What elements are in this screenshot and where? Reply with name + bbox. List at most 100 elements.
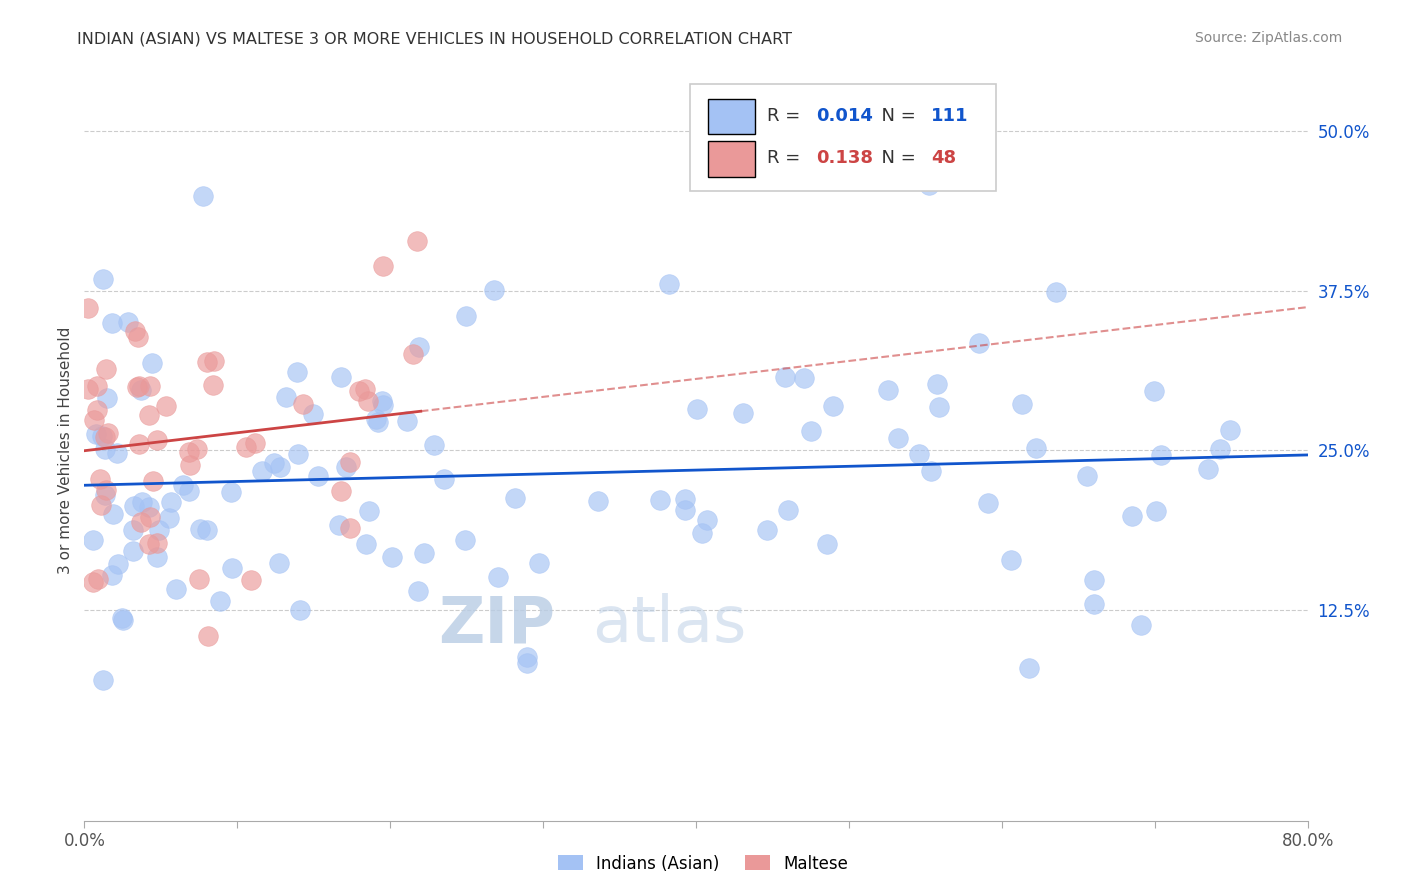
Point — [87, 572, 110, 586]
Point — [690, 526, 713, 541]
Point — [408, 340, 430, 354]
Point — [146, 434, 169, 448]
Point — [969, 335, 991, 350]
Point — [146, 535, 169, 549]
Point — [127, 330, 149, 344]
Point — [586, 493, 609, 508]
Point — [139, 379, 162, 393]
Point — [1121, 509, 1143, 524]
Text: R =: R = — [766, 149, 806, 167]
Text: 111: 111 — [931, 107, 969, 125]
Point — [371, 394, 394, 409]
Point — [1018, 661, 1040, 675]
Point — [1143, 384, 1166, 398]
Point — [177, 484, 200, 499]
Point — [503, 491, 526, 506]
Point — [122, 544, 145, 558]
Point — [408, 584, 430, 599]
Point — [1011, 397, 1033, 411]
Point — [172, 478, 194, 492]
Point — [328, 518, 350, 533]
Point — [82, 533, 104, 548]
Point — [83, 412, 105, 426]
Point — [887, 431, 910, 445]
Point — [111, 611, 134, 625]
Point — [367, 415, 389, 429]
Point — [93, 488, 115, 502]
Point — [773, 369, 796, 384]
Point — [292, 397, 315, 411]
Point — [1000, 553, 1022, 567]
Point — [373, 398, 395, 412]
Point — [197, 629, 219, 643]
Point — [1083, 573, 1105, 587]
Point — [925, 376, 948, 391]
Point — [366, 412, 388, 426]
Text: Source: ZipAtlas.com: Source: ZipAtlas.com — [1195, 31, 1343, 45]
Point — [77, 301, 100, 315]
Point — [329, 369, 352, 384]
Y-axis label: 3 or more Vehicles in Household: 3 or more Vehicles in Household — [58, 326, 73, 574]
Point — [1083, 598, 1105, 612]
Point — [267, 556, 290, 570]
Point — [1045, 285, 1067, 299]
Point — [96, 483, 118, 497]
Point — [876, 384, 898, 398]
Point — [122, 523, 145, 537]
Point — [131, 495, 153, 509]
Point — [815, 537, 838, 551]
Point — [90, 429, 112, 443]
Point — [285, 365, 308, 379]
Point — [918, 178, 941, 192]
Point — [179, 458, 201, 472]
Point — [1197, 461, 1219, 475]
Text: INDIAN (ASIAN) VS MALTESE 3 OR MORE VEHICLES IN HOUSEHOLD CORRELATION CHART: INDIAN (ASIAN) VS MALTESE 3 OR MORE VEHI… — [77, 31, 793, 46]
Point — [90, 498, 112, 512]
Point — [800, 424, 823, 438]
Point — [821, 400, 844, 414]
Point — [793, 371, 815, 385]
Point — [160, 494, 183, 508]
Point — [696, 513, 718, 527]
Text: R =: R = — [766, 107, 806, 125]
Text: N =: N = — [870, 149, 921, 167]
Point — [354, 537, 377, 551]
Point — [235, 440, 257, 454]
Point — [89, 472, 111, 486]
Point — [91, 272, 114, 286]
Point — [339, 521, 361, 535]
Point — [433, 472, 456, 486]
Point — [347, 384, 370, 398]
Point — [139, 509, 162, 524]
Point — [84, 426, 107, 441]
Point — [195, 355, 218, 369]
Point — [141, 356, 163, 370]
Point — [1150, 448, 1173, 462]
Point — [527, 557, 550, 571]
Point — [94, 362, 117, 376]
Point — [673, 503, 696, 517]
FancyBboxPatch shape — [709, 141, 755, 177]
Point — [650, 493, 672, 508]
Point — [482, 283, 505, 297]
Point — [101, 508, 124, 522]
Point — [658, 277, 681, 291]
Point — [117, 315, 139, 329]
Text: ZIP: ZIP — [439, 593, 555, 656]
Point — [94, 430, 117, 444]
Point — [516, 656, 538, 670]
Point — [124, 324, 146, 338]
Point — [129, 515, 152, 529]
Point — [82, 575, 104, 590]
Point — [977, 496, 1000, 510]
Point — [402, 347, 425, 361]
Point — [287, 447, 309, 461]
Point — [756, 523, 779, 537]
Point — [243, 435, 266, 450]
Point — [330, 483, 353, 498]
Point — [413, 546, 436, 560]
Point — [129, 383, 152, 397]
Point — [101, 567, 124, 582]
Text: 0.138: 0.138 — [815, 149, 873, 167]
Legend: Indians (Asian), Maltese: Indians (Asian), Maltese — [551, 848, 855, 880]
